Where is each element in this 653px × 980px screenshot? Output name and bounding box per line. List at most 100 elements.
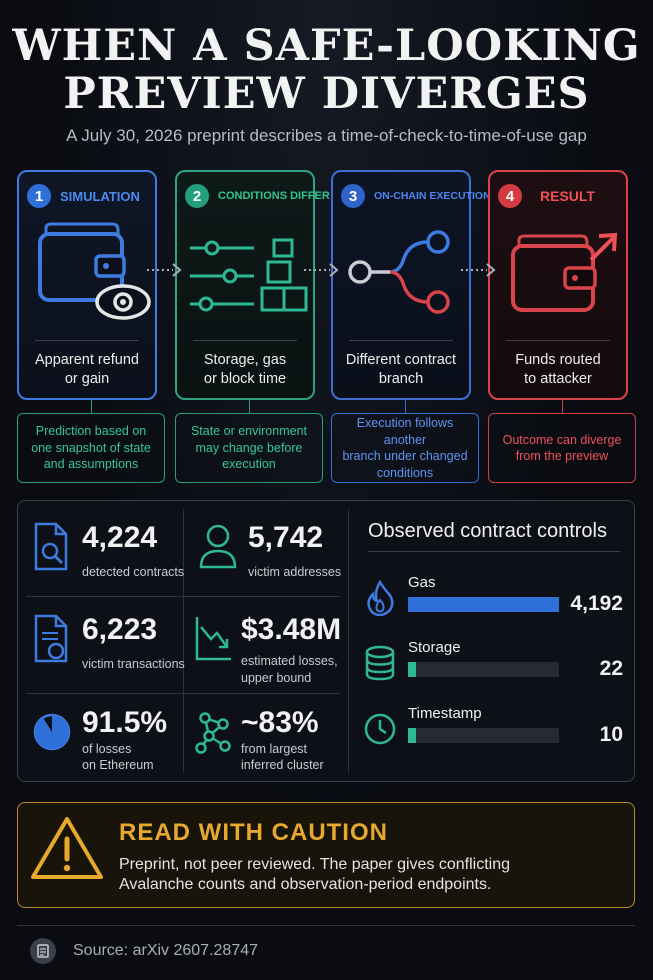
warning-icon: [31, 817, 103, 879]
title-line-2: PREVIEW DIVERGES: [63, 69, 590, 119]
label-line: victim transactions: [82, 657, 185, 671]
source-text: Source: arXiv 2607.28747: [73, 942, 259, 959]
note-line: Prediction based on: [35, 424, 147, 439]
step-label: SIMULATION: [60, 188, 140, 204]
sliders-blocks-icon: [190, 238, 308, 312]
control-bar-fill: [408, 728, 416, 743]
step-divider: [349, 340, 453, 341]
note-line: may change before: [195, 440, 303, 455]
desc-line: Different contract: [345, 352, 457, 368]
caution-line: Preprint, not peer reviewed. The paper g…: [119, 856, 511, 873]
divider: [26, 596, 340, 597]
stat-label: of losses on Ethereum: [82, 741, 154, 773]
page-title: WHEN A SAFE-LOOKING PREVIEW DIVERGES: [0, 22, 653, 118]
caution-text: Preprint, not peer reviewed. The paper g…: [119, 855, 619, 895]
control-bar-fill: [408, 662, 416, 677]
branch-icon: [348, 230, 450, 314]
label-line: upper bound: [241, 671, 312, 685]
connector-line: [562, 400, 563, 413]
control-bar-track: [408, 662, 559, 677]
control-gas: Gas 4,192: [363, 574, 623, 626]
step-conditions-differ: 2 CONDITIONS DIFFER Storage, gas or bloc…: [175, 170, 330, 400]
step-label: ON-CHAIN EXECUTION: [374, 190, 491, 202]
note-line: State or environment: [190, 424, 308, 439]
pie-icon: [33, 713, 71, 751]
control-value: 10: [599, 723, 623, 746]
step-number: 2: [185, 184, 209, 208]
stat-value: 91.5%: [82, 706, 168, 739]
desc-line: or gain: [64, 371, 110, 387]
control-value: 22: [599, 657, 623, 680]
desc-line: Storage, gas: [203, 352, 287, 368]
step-description: Storage, gas or block time: [183, 351, 307, 389]
step-number: 4: [498, 184, 522, 208]
step-number: 3: [341, 184, 365, 208]
step-description: Apparent refund or gain: [25, 351, 149, 389]
control-value: 4,192: [570, 592, 623, 615]
desc-line: to attacker: [524, 371, 592, 387]
control-bar-fill: [408, 597, 559, 612]
trend-down-icon: [195, 617, 231, 661]
stat-label: detected contracts: [82, 565, 184, 580]
label-line: on Ethereum: [82, 758, 154, 772]
connector-line: [249, 400, 250, 413]
step-label: RESULT: [540, 188, 595, 204]
note-line: branch under changed: [342, 449, 468, 463]
stat-value: 5,742: [248, 521, 324, 554]
database-icon: [365, 645, 395, 681]
wallet-eye-icon: [38, 222, 151, 320]
control-name: Timestamp: [408, 705, 482, 722]
desc-line: Funds routed: [515, 352, 601, 368]
wallet-arrow-icon: [511, 232, 618, 312]
note-line: conditions: [376, 465, 434, 480]
divider: [183, 509, 184, 773]
document-refresh-icon: [34, 614, 68, 663]
step-simulation: 1 SIMULATION Apparent refund or gain: [17, 170, 157, 400]
step-divider: [193, 340, 297, 341]
caution-title: READ WITH CAUTION: [119, 819, 388, 846]
stats-panel: 4,224 detected contracts 5,742 victim ad…: [17, 500, 635, 782]
divider: [17, 925, 635, 926]
arrow-right-icon: [461, 263, 496, 277]
step-note: Execution follows another branch under c…: [331, 413, 479, 483]
label-line: estimated losses,: [241, 654, 338, 668]
source-footer: Source: arXiv 2607.28747: [30, 938, 258, 964]
label-line: of losses: [82, 742, 132, 756]
step-description: Funds routed to attacker: [496, 351, 620, 389]
control-storage: Storage 22: [363, 639, 623, 691]
controls-title: Observed contract controls: [368, 520, 607, 542]
control-bar-track: [408, 597, 559, 612]
step-divider: [35, 340, 139, 341]
document-icon: [30, 938, 56, 964]
label-line: from largest: [241, 742, 307, 756]
step-note: Outcome can diverge from the preview: [488, 413, 636, 483]
stat-value: $3.48M: [241, 613, 342, 646]
title-line-1: WHEN A SAFE-LOOKING: [12, 21, 641, 71]
stat-label: victim transactions: [82, 657, 185, 672]
connector-line: [405, 400, 406, 413]
stat-label: victim addresses: [248, 565, 341, 580]
note-line: from the preview: [515, 449, 609, 463]
desc-line: branch: [378, 371, 424, 387]
label-line: detected contracts: [82, 565, 185, 579]
step-header: 1 SIMULATION: [27, 184, 140, 208]
divider: [348, 509, 349, 773]
step-note: Prediction based on one snapshot of stat…: [17, 413, 165, 483]
stat-value: 6,223: [82, 613, 158, 646]
page-subtitle: A July 30, 2026 preprint describes a tim…: [66, 126, 587, 145]
step-description: Different contract branch: [339, 351, 463, 389]
label-line: inferred cluster: [241, 758, 324, 772]
clock-icon: [364, 713, 396, 745]
caution-panel: READ WITH CAUTION Preprint, not peer rev…: [17, 802, 635, 908]
note-line: Outcome can diverge: [502, 432, 622, 447]
divider: [26, 693, 340, 694]
document-search-icon: [34, 522, 68, 571]
control-bar-track: [408, 728, 559, 743]
arrow-right-icon: [304, 263, 339, 277]
control-timestamp: Timestamp 10: [363, 705, 623, 757]
control-name: Gas: [408, 574, 436, 591]
arrow-right-icon: [147, 263, 182, 277]
step-note: State or environment may change before e…: [175, 413, 323, 483]
step-number: 1: [27, 184, 51, 208]
